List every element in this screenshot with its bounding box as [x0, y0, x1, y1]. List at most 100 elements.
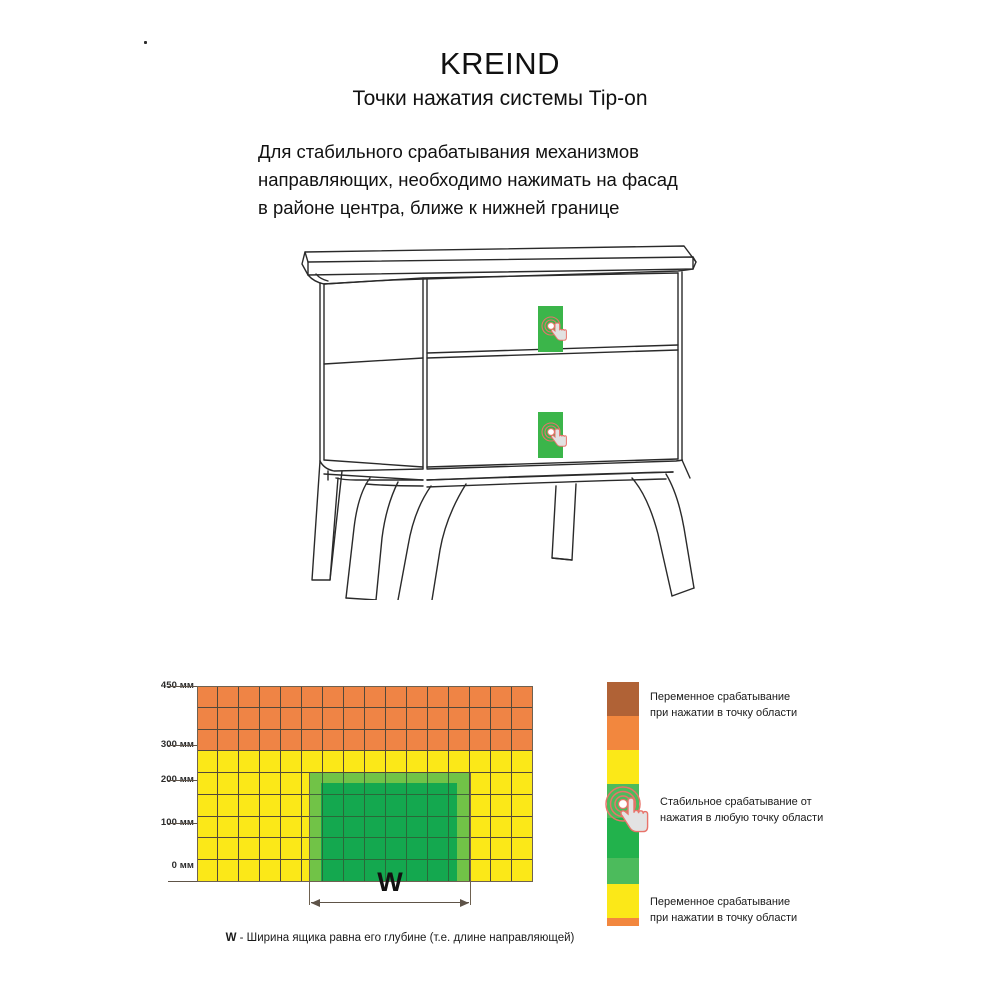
grid-cell: [197, 838, 218, 861]
grid-cell: [281, 773, 302, 795]
grid-cell: [260, 773, 281, 795]
grid-cell: [323, 707, 344, 730]
legend-line-1: Переменное срабатывание: [650, 896, 791, 908]
dim-extension-left: [309, 773, 310, 905]
pressure-grid: [197, 686, 533, 882]
grid-cell: [218, 729, 239, 752]
grid-cell: [449, 707, 470, 730]
ytick-mark-300: [168, 745, 198, 746]
hand-cursor-icon: [551, 322, 567, 341]
grid-cell: [449, 751, 470, 774]
grid-cell: [428, 686, 449, 708]
legend-band: [607, 682, 639, 716]
pressure-zone-diagram: 450 мм 300 мм 200 мм 100 мм 0 мм W W - Ш…: [0, 660, 1000, 1000]
grid-cell: [260, 838, 281, 861]
legend-band: [607, 918, 639, 926]
grid-cell: [365, 751, 386, 774]
grid-cell: [491, 686, 512, 708]
hand-cursor-icon: [551, 428, 567, 447]
grid-cell: [218, 751, 239, 774]
grid-cell: [197, 773, 218, 795]
grid-cell: [197, 729, 218, 752]
dim-arrow-w: [311, 898, 469, 907]
grid-cell: [302, 707, 323, 730]
hand-cursor-icon: [620, 797, 649, 833]
grid-cell: [386, 751, 407, 774]
grid-cell: [470, 686, 491, 708]
grid-cell: [491, 773, 512, 795]
grid-cell: [491, 860, 512, 882]
nightstand-illustration: [280, 228, 710, 600]
grid-cell: [239, 751, 260, 774]
grid-cell: [197, 860, 218, 882]
grid-cell: [218, 816, 239, 839]
grid-cell: [491, 707, 512, 730]
ytick-label-100: 100 мм: [138, 817, 194, 828]
grid-cell: [281, 794, 302, 817]
grid-cell: [239, 686, 260, 708]
grid-cell: [218, 838, 239, 861]
stray-mark-icon: [144, 41, 147, 44]
grid-cell: [197, 707, 218, 730]
legend-hand-indicator: [599, 782, 661, 844]
grid-cell: [512, 729, 533, 752]
legend-line-2: при нажатии в точку области: [650, 706, 798, 719]
grid-cell: [281, 838, 302, 861]
legend-line-1: Переменное срабатывание: [650, 691, 791, 703]
legend-line-2: при нажатии в точку области: [650, 911, 798, 924]
grid-cell: [344, 751, 365, 774]
grid-cell: [491, 794, 512, 817]
grid-cell: [512, 751, 533, 774]
grid-cell: [470, 860, 491, 882]
grid-cell: [512, 860, 533, 882]
page-subtitle: Точки нажатия системы Tip-on: [352, 87, 648, 110]
legend-line-2: нажатия в любую точку области: [660, 811, 824, 824]
grid-cell: [491, 816, 512, 839]
press-point-upper-drawer[interactable]: [538, 306, 570, 352]
grid-cell: [281, 707, 302, 730]
grid-cell: [281, 686, 302, 708]
grid-cell: [239, 729, 260, 752]
grid-cell: [407, 707, 428, 730]
grid-cell: [260, 729, 281, 752]
grid-cell: [512, 686, 533, 708]
grid-cell: [281, 860, 302, 882]
caption-bold-w: W: [225, 932, 237, 944]
intro-line-1: Для стабильного срабатывания механизмов: [258, 141, 639, 162]
grid-cell: [323, 686, 344, 708]
intro-line-2: направляющих, необходимо нажимать на фас…: [258, 169, 678, 191]
grid-cell: [218, 794, 239, 817]
grid-cell: [470, 707, 491, 730]
grid-cell: [218, 686, 239, 708]
dim-label-w: W: [377, 867, 403, 897]
grid-cell: [470, 794, 491, 817]
grid-cell: [197, 794, 218, 817]
grid-cell: [302, 729, 323, 752]
grid-cell: [260, 816, 281, 839]
grid-cell: [218, 860, 239, 882]
grid-cell: [281, 816, 302, 839]
grid-cell: [491, 838, 512, 861]
grid-cell: [344, 686, 365, 708]
grid-cell: [323, 751, 344, 774]
press-point-lower-drawer[interactable]: [538, 412, 570, 458]
grid-cell: [197, 686, 218, 708]
grid-cell: [512, 773, 533, 795]
grid-cell: [512, 838, 533, 861]
legend-entry-stable: Стабильное срабатывание от нажатия в люб…: [660, 795, 823, 826]
grid-cell: [260, 751, 281, 774]
legend: Переменное срабатывание при нажатии в то…: [605, 682, 907, 932]
ytick-label-300: 300 мм: [138, 739, 194, 750]
legend-band: [607, 858, 639, 884]
intro-line-3: в районе центра, ближе к нижней границе: [258, 197, 620, 219]
page-title: KREIND: [439, 46, 561, 81]
ytick-mark-100: [168, 823, 198, 824]
legend-color-bar: [607, 682, 639, 926]
grid-cell: [302, 751, 323, 774]
legend-band: [607, 750, 639, 784]
legend-band: [607, 716, 639, 750]
grid-cell: [239, 707, 260, 730]
grid-cell: [218, 707, 239, 730]
grid-cell: [428, 729, 449, 752]
